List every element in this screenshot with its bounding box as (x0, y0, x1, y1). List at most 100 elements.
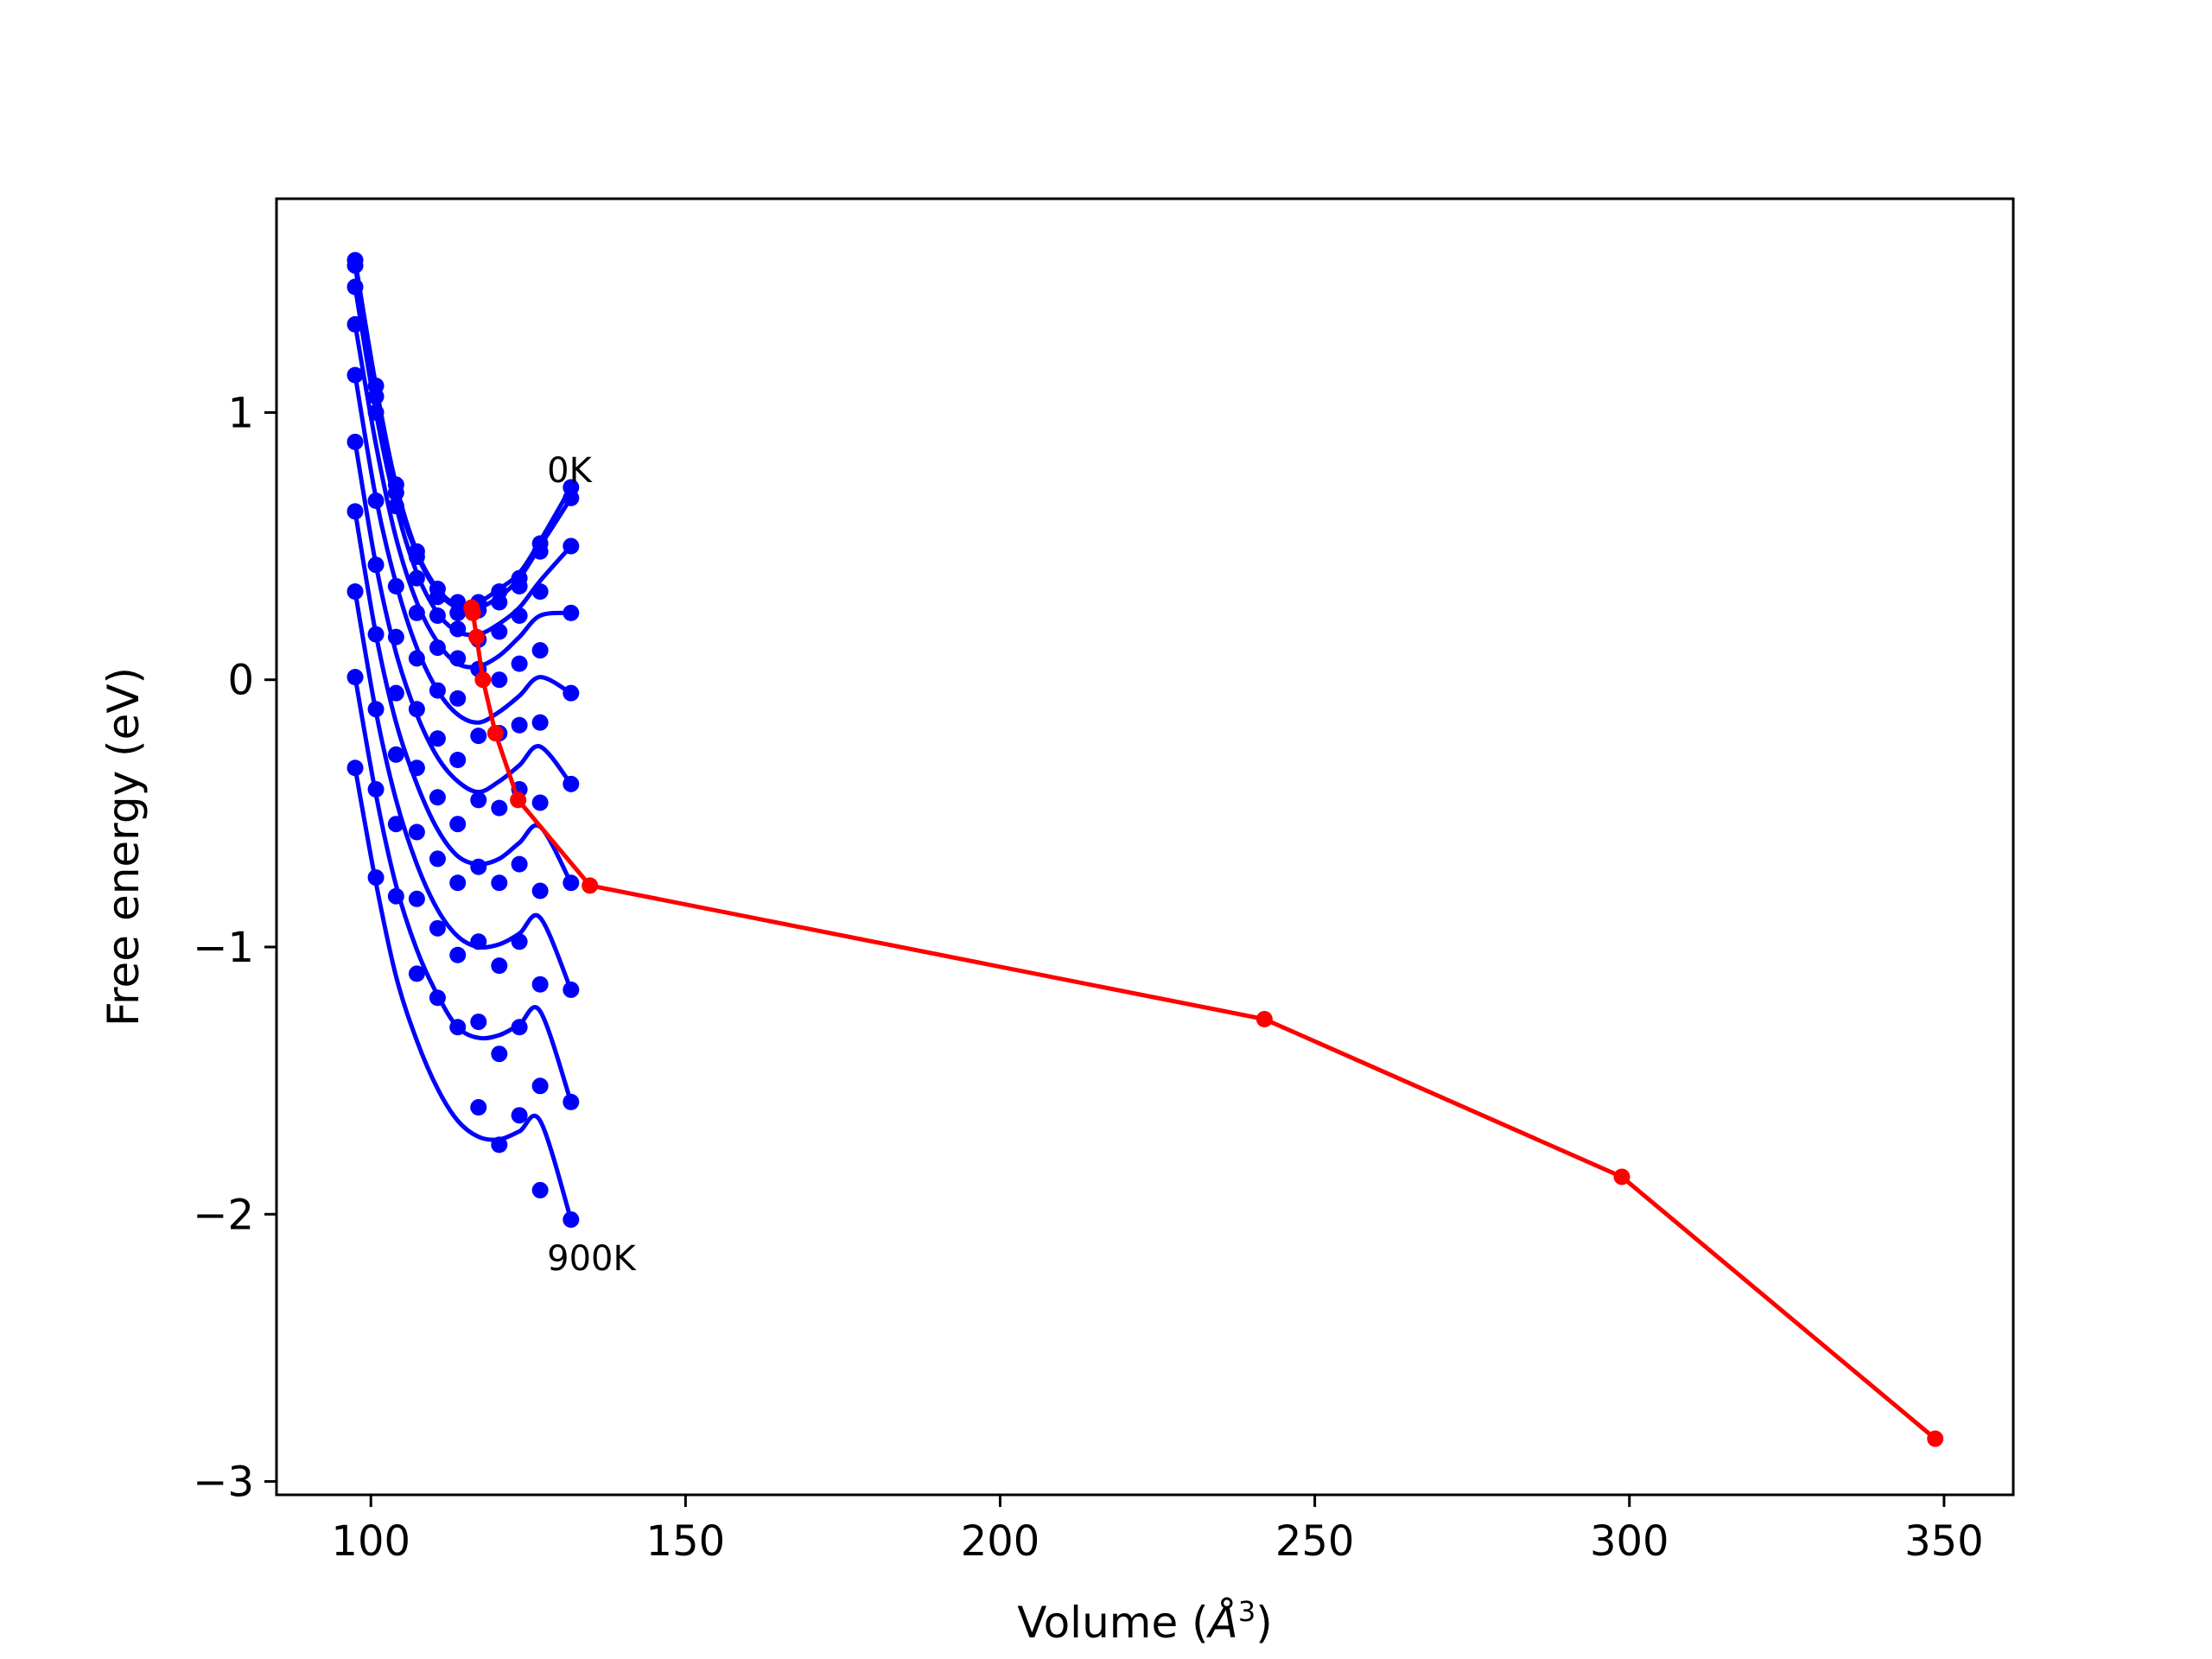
isotherm-point (346, 278, 364, 296)
isotherm-point (511, 1107, 528, 1124)
isotherm-point (408, 965, 425, 982)
isotherm-point (563, 981, 580, 998)
isotherm-point (511, 577, 528, 594)
y-axis-label: Free energy (eV) (99, 667, 149, 1027)
x-tick-label: 200 (961, 1517, 1040, 1566)
minimum-path-point (1613, 1168, 1630, 1185)
isotherm-point (408, 548, 425, 565)
isotherm-point (563, 1093, 580, 1110)
isotherm-curve-6 (353, 511, 574, 884)
isotherm-curve-2 (353, 286, 573, 638)
isotherm-point (408, 890, 425, 907)
isotherm-point (531, 1181, 549, 1198)
x-tick-label: 250 (1275, 1517, 1355, 1566)
isotherm-point (491, 623, 508, 640)
isotherm-point (449, 620, 467, 638)
isotherm-point (491, 594, 508, 611)
isotherm-point (449, 690, 467, 707)
x-tick-label: 350 (1904, 1517, 1984, 1566)
minimum-path-point (1255, 1010, 1273, 1027)
isotherm-point (491, 874, 508, 892)
isotherm-point (449, 650, 467, 667)
isotherm-point (346, 315, 364, 333)
isotherm-point (346, 760, 364, 777)
minimum-path-point (1927, 1430, 1944, 1447)
isotherm-point (429, 682, 446, 699)
x-axis-ticks: 100 150 200 250 300 350 (331, 1495, 1984, 1566)
isotherm-point (429, 989, 446, 1007)
minimum-path-point (468, 628, 486, 645)
isotherm-point (387, 684, 404, 702)
isotherm-point (470, 1014, 487, 1031)
isotherm-point (367, 388, 385, 405)
x-tick-label: 300 (1590, 1517, 1669, 1566)
minimum-path-point (486, 725, 504, 742)
isotherm-point (408, 650, 425, 667)
y-tick-label: −3 (193, 1459, 254, 1507)
isotherm-point (346, 583, 364, 601)
isotherm-point (563, 537, 580, 555)
isotherm-point (449, 874, 467, 892)
isotherm-point (387, 887, 404, 905)
isotherm-point (367, 869, 385, 887)
y-tick-label: 1 (227, 389, 254, 437)
isotherm-point (367, 492, 385, 509)
isotherm-point (429, 850, 446, 868)
isotherm-point (367, 626, 385, 643)
isotherm-point (449, 946, 467, 963)
isotherm-point (449, 604, 467, 621)
isotherm-point (408, 823, 425, 841)
isotherm-point (346, 257, 364, 274)
isotherm-point (387, 746, 404, 763)
isotherm-point (563, 489, 580, 506)
isotherm-point (563, 684, 580, 702)
isotherm-point (491, 957, 508, 975)
isotherm-point (429, 639, 446, 657)
isotherm-point (470, 791, 487, 809)
isotherm-point (429, 588, 446, 606)
isotherm-point (429, 730, 446, 747)
x-tick-label: 100 (331, 1517, 410, 1566)
isotherm-point (531, 882, 549, 899)
y-tick-label: 0 (227, 657, 254, 705)
isotherm-point (470, 728, 487, 745)
isotherm-point (346, 669, 364, 686)
isotherm-point (491, 1046, 508, 1063)
isotherm-point (511, 716, 528, 734)
x-tick-label: 150 (646, 1517, 726, 1566)
isotherm-point (387, 816, 404, 833)
isotherm-point (491, 799, 508, 817)
isotherm-point (367, 781, 385, 798)
isotherm-point (531, 543, 549, 560)
isotherm-point (408, 701, 425, 718)
annotation-0k: 0K (547, 451, 593, 491)
isotherm-point (491, 671, 508, 689)
minimum-path-point (474, 671, 492, 689)
isotherm-point (387, 577, 404, 594)
isotherm-point (531, 714, 549, 731)
isotherm-point (531, 642, 549, 659)
isotherm-curve-7 (353, 591, 574, 991)
minimum-path-point (464, 604, 481, 621)
isotherm-point (367, 556, 385, 574)
isotherm-curve-9 (353, 767, 574, 1221)
minimum-path-line (469, 607, 1937, 1441)
isotherm-point (346, 433, 364, 450)
isotherm-point (408, 760, 425, 777)
isotherm-point (563, 604, 580, 621)
isotherm-point (563, 874, 580, 892)
isotherm-point (346, 366, 364, 384)
isotherm-point (531, 794, 549, 811)
isotherm-point (449, 751, 467, 768)
isotherm-point (511, 855, 528, 873)
isotherm-point (511, 933, 528, 950)
isotherm-point (563, 775, 580, 792)
x-axis-label: Volume (Å3) (1017, 1595, 1272, 1648)
isotherm-point (511, 655, 528, 672)
annotation-900k: 900K (547, 1239, 637, 1279)
isotherm-curve-5 (353, 441, 573, 795)
isotherm-point (429, 789, 446, 806)
isotherm-point (449, 1019, 467, 1036)
isotherm-point (563, 1211, 580, 1228)
